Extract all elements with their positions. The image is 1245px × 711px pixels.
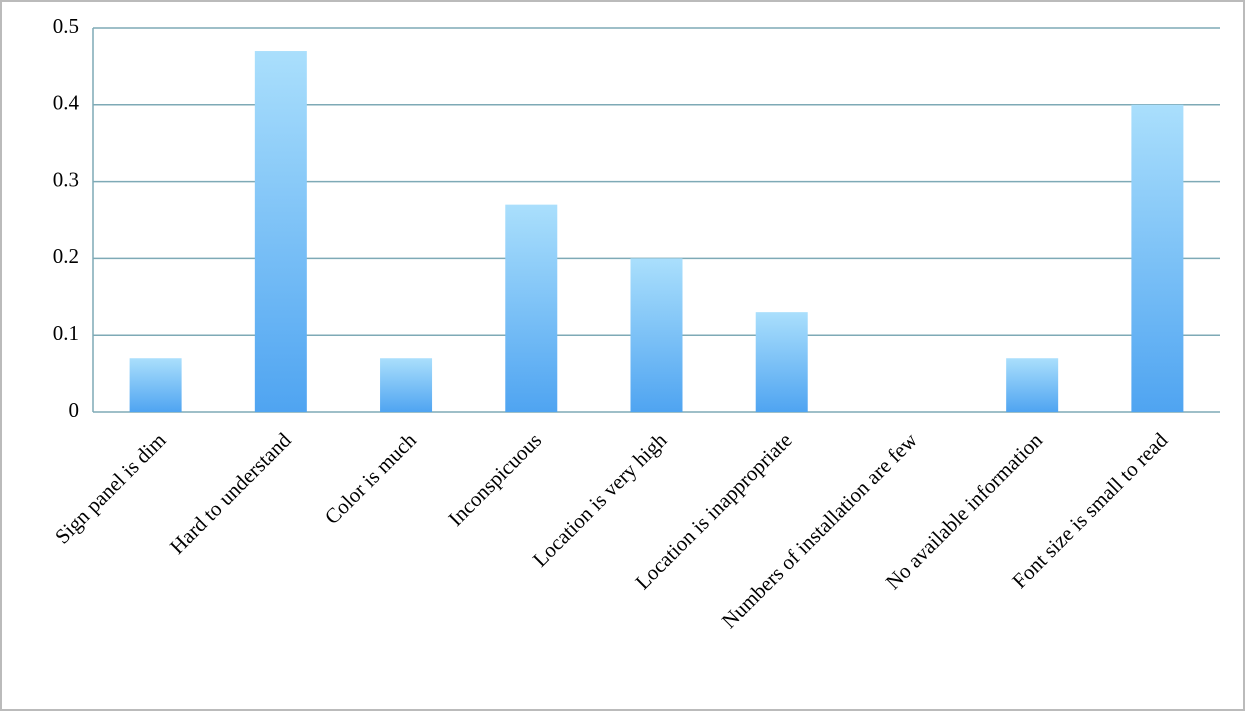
y-tick-label: 0.3 bbox=[53, 167, 79, 191]
bar bbox=[505, 204, 558, 412]
bar bbox=[1006, 358, 1059, 412]
y-tick-label: 0.5 bbox=[53, 14, 79, 38]
y-tick-label: 0.1 bbox=[53, 321, 79, 345]
y-tick-label: 0.4 bbox=[53, 91, 80, 115]
bar bbox=[254, 51, 307, 412]
bar bbox=[755, 312, 808, 412]
y-tick-label: 0 bbox=[69, 398, 80, 422]
bar bbox=[630, 258, 683, 412]
y-tick-label: 0.2 bbox=[53, 244, 79, 268]
bar bbox=[129, 358, 182, 412]
bar bbox=[380, 358, 433, 412]
bar bbox=[1131, 104, 1184, 413]
